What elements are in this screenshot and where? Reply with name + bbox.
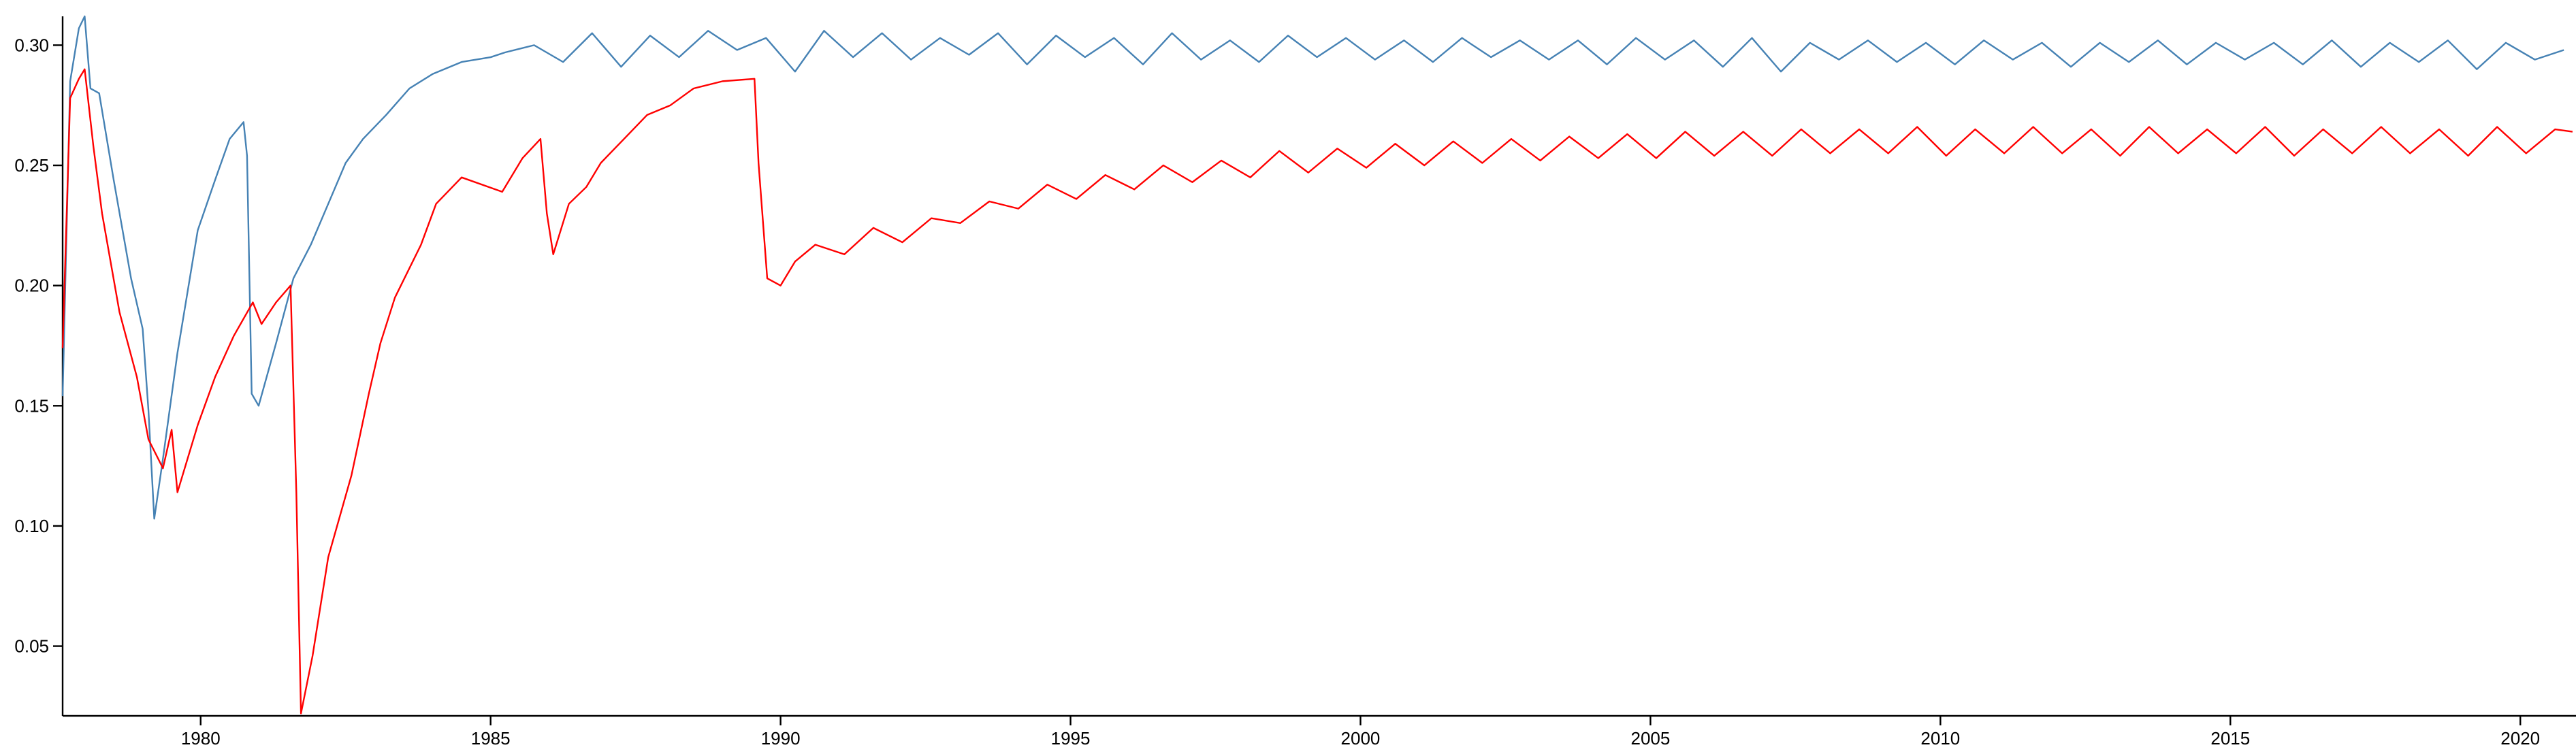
y-tick-label: 0.10 [14,516,49,536]
series-line [61,68,2573,714]
x-tick-label: 2010 [1920,728,1960,749]
x-tick-label: 1995 [1051,728,1091,749]
x-tick-label: 1985 [471,728,511,749]
y-tick-label: 0.15 [14,395,49,416]
y-tick-label: 0.30 [14,35,49,55]
x-tick-label: 1980 [181,728,221,749]
x-tick-label: 2005 [1630,728,1670,749]
y-tick-label: 0.25 [14,155,49,176]
x-tick-label: 2020 [2500,728,2540,749]
x-tick-label: 2015 [2210,728,2250,749]
x-tick-label: 1990 [761,728,801,749]
y-tick-label: 0.20 [14,276,49,296]
y-tick-label: 0.05 [14,636,49,657]
x-tick-label: 2000 [1341,728,1381,749]
series-line [61,15,2564,520]
